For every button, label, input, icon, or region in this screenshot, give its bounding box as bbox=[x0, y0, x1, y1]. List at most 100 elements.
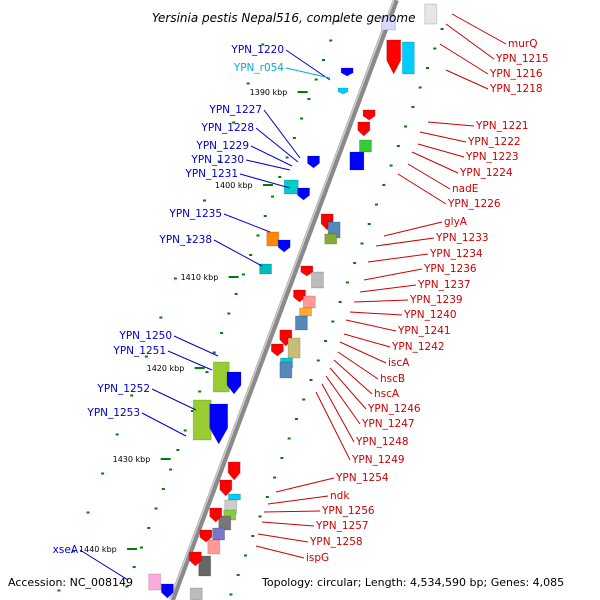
leader-line bbox=[213, 239, 263, 267]
gene-block bbox=[279, 361, 293, 379]
track-tick bbox=[86, 511, 90, 514]
gene-arrow bbox=[277, 239, 291, 253]
leader-line bbox=[285, 67, 331, 79]
gene-block bbox=[324, 233, 338, 245]
track-tick bbox=[132, 566, 136, 568]
track-tick bbox=[425, 67, 429, 69]
gene-arrow bbox=[219, 479, 233, 497]
track-tick bbox=[338, 301, 342, 303]
leader-line bbox=[363, 268, 423, 281]
leader-line bbox=[329, 367, 367, 410]
gene-arrow bbox=[340, 67, 354, 77]
gene-arrow bbox=[199, 529, 213, 543]
gene-label-right: YPN_1248 bbox=[355, 436, 409, 448]
gene-label-right: hscB bbox=[380, 373, 405, 385]
gene-label-right: YPN_1236 bbox=[423, 263, 477, 275]
track-tick bbox=[389, 164, 393, 167]
leader-line bbox=[263, 109, 301, 159]
gene-label-right: YPN_1221 bbox=[475, 120, 529, 132]
track-tick bbox=[147, 527, 151, 529]
leader-line bbox=[79, 549, 129, 581]
gene-block bbox=[358, 139, 372, 153]
gene-label-right: YPN_1233 bbox=[435, 232, 489, 244]
track-tick bbox=[411, 106, 415, 108]
track-tick bbox=[125, 585, 129, 588]
leader-line bbox=[315, 391, 351, 461]
track-tick bbox=[173, 277, 177, 280]
gene-label-left: xseA bbox=[53, 544, 79, 556]
track-tick bbox=[292, 137, 296, 139]
track-tick bbox=[294, 418, 298, 420]
leader-line bbox=[445, 69, 489, 90]
leader-line bbox=[325, 375, 361, 425]
track-tick bbox=[243, 554, 247, 557]
gene-label-right: YPN_1242 bbox=[391, 341, 445, 353]
track-tick bbox=[300, 117, 304, 120]
kbp-tick-label: 1390 kbp bbox=[250, 88, 288, 97]
leader-line bbox=[250, 145, 293, 167]
gene-block bbox=[192, 399, 212, 441]
track-tick bbox=[265, 496, 269, 498]
leader-line bbox=[343, 333, 391, 348]
track-tick bbox=[404, 125, 408, 128]
track-tick bbox=[203, 199, 207, 202]
gene-label-right: YPN_1239 bbox=[409, 294, 463, 306]
gene-arrow bbox=[300, 265, 314, 277]
track-tick bbox=[309, 379, 313, 381]
map-title: Yersinia pestis Nepal516, complete genom… bbox=[152, 11, 415, 25]
track-tick bbox=[433, 47, 437, 50]
gene-block bbox=[299, 307, 313, 317]
leader-line bbox=[353, 299, 409, 303]
gene-arrow bbox=[362, 109, 376, 121]
leader-line bbox=[245, 159, 291, 171]
track-tick bbox=[139, 546, 143, 549]
track-tick bbox=[115, 433, 119, 436]
leader-line bbox=[345, 319, 397, 332]
gene-label-right: murQ bbox=[508, 38, 537, 50]
kbp-tick-label: 1420 kbp bbox=[147, 364, 185, 373]
track-tick bbox=[57, 589, 61, 592]
leader-line bbox=[417, 143, 465, 158]
gene-arrow bbox=[386, 39, 402, 76]
track-tick bbox=[302, 398, 306, 401]
track-tick bbox=[329, 39, 333, 42]
leader-line bbox=[255, 545, 305, 559]
genome-backbone bbox=[169, 0, 399, 600]
track-tick bbox=[258, 515, 262, 518]
gene-block bbox=[189, 587, 203, 600]
leader-line bbox=[333, 359, 373, 395]
leader-line bbox=[275, 477, 335, 493]
track-tick bbox=[188, 238, 192, 241]
gene-label-left: YPN_1227 bbox=[208, 104, 262, 116]
leader-line bbox=[367, 253, 429, 263]
leader-line bbox=[427, 121, 475, 127]
leader-line bbox=[439, 43, 489, 75]
track-tick bbox=[249, 254, 253, 256]
kbp-tick-label: 1410 kbp bbox=[181, 273, 219, 282]
track-tick bbox=[367, 223, 371, 225]
gene-arrow bbox=[209, 403, 229, 446]
track-tick bbox=[159, 316, 163, 319]
gene-block bbox=[259, 263, 273, 275]
track-tick bbox=[345, 281, 349, 284]
leader-line bbox=[321, 383, 355, 443]
gene-block bbox=[207, 539, 221, 555]
track-tick bbox=[316, 359, 320, 362]
track-tick bbox=[198, 390, 202, 393]
leader-line bbox=[173, 335, 219, 357]
gene-label-left: YPN_1231 bbox=[184, 168, 238, 180]
gene-block bbox=[198, 555, 212, 577]
track-tick bbox=[227, 312, 231, 315]
track-tick bbox=[396, 145, 400, 147]
leader-line bbox=[383, 221, 443, 237]
track-tick bbox=[241, 273, 245, 276]
gene-label-right: YPN_1216 bbox=[489, 68, 543, 80]
track-tick bbox=[169, 468, 173, 471]
leader-line bbox=[419, 131, 467, 143]
track-tick bbox=[229, 593, 233, 596]
gene-block bbox=[294, 315, 308, 331]
gene-arrow bbox=[357, 121, 371, 137]
track-tick bbox=[375, 203, 379, 206]
